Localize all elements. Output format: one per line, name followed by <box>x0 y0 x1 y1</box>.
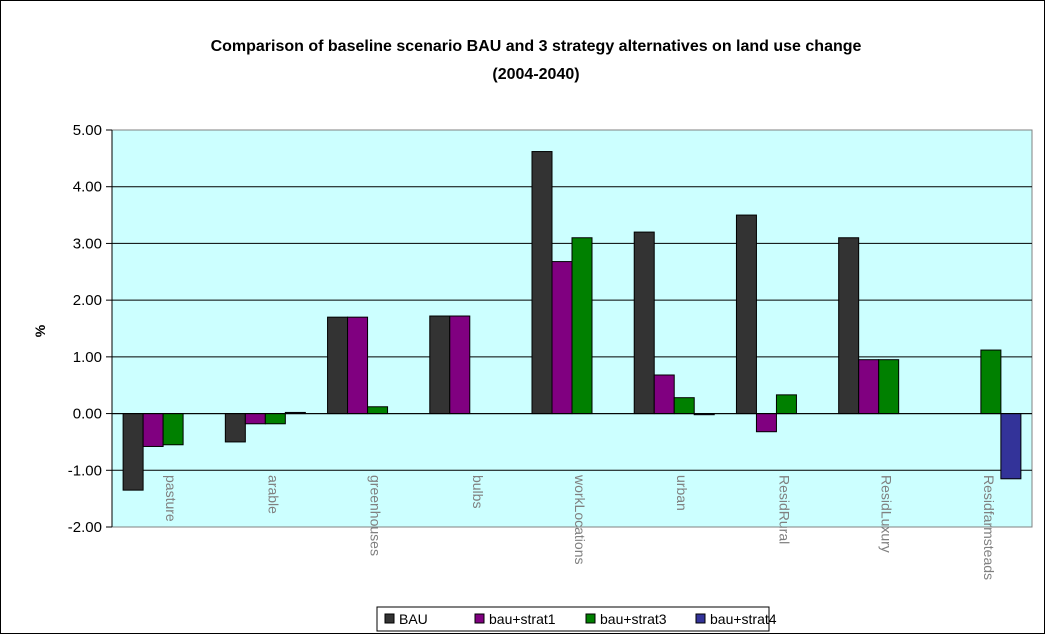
category-label-2: greenhouses <box>368 475 384 556</box>
bar-Residfarmsteads-bau+strat3 <box>980 349 1002 415</box>
bar-greenhouses-bau+strat3 <box>367 406 389 415</box>
category-label-0: pasture <box>163 475 179 522</box>
legend-swatch-BAU <box>384 613 395 624</box>
bar-workLocations-BAU <box>531 151 553 415</box>
bar-ResidRural-bau+strat1 <box>755 413 777 433</box>
category-label-5: urban <box>674 475 690 511</box>
y-axis: 5.00 4.00 3.00 2.00 1.00 0.00 -1.00 -2.00 <box>68 122 113 536</box>
chart-title-line-1: Comparison of baseline scenario BAU and … <box>211 38 862 55</box>
bar-ResidLuxury-BAU <box>838 237 860 415</box>
category-label-1: arable <box>265 475 281 514</box>
legend-swatch-bau+strat1 <box>474 613 485 624</box>
bar-arable-BAU <box>224 413 246 443</box>
category-label-7: ResidLuxury <box>879 475 895 553</box>
chart-title-line-2: (2004-2040) <box>492 66 579 83</box>
category-labels: pasture arable greenhouses bulbs workLocatio… <box>163 474 997 580</box>
bar-workLocations-bau+strat3 <box>571 237 593 415</box>
y-tick-label-0: 5.00 <box>73 122 102 139</box>
bar-ResidLuxury-bau+strat1 <box>858 359 880 415</box>
legend-label-BAU: BAU <box>399 611 428 627</box>
y-tick-label-5: 0.00 <box>73 406 102 423</box>
bar-Residfarmsteads-bau+strat4 <box>1000 413 1022 480</box>
bar-ResidRural-BAU <box>735 214 757 415</box>
bar-arable-bau+strat1 <box>244 413 266 425</box>
y-tick-label-7: -2.00 <box>68 519 102 536</box>
bar-urban-bau+strat3 <box>673 397 695 415</box>
y-tick-label-1: 4.00 <box>73 179 102 196</box>
bar-ResidLuxury-bau+strat3 <box>878 359 900 415</box>
legend-label-bau+strat1: bau+strat1 <box>489 611 556 627</box>
legend-label-bau+strat4: bau+strat4 <box>710 611 777 627</box>
y-axis-label: % <box>32 324 48 337</box>
legend-swatch-bau+strat4 <box>695 613 706 624</box>
bar-greenhouses-bau+strat1 <box>347 316 369 415</box>
legend: BAU bau+strat1 bau+strat3 bau+strat4 <box>376 606 777 632</box>
category-label-4: workLocations <box>572 474 588 565</box>
bar-pasture-bau+strat1 <box>142 413 164 447</box>
bar-urban-BAU <box>633 231 655 415</box>
bar-greenhouses-BAU <box>327 316 349 415</box>
category-label-3: bulbs <box>470 475 486 508</box>
bar-pasture-bau+strat3 <box>162 413 184 446</box>
legend-label-bau+strat3: bau+strat3 <box>600 611 667 627</box>
bars <box>112 151 1032 491</box>
bar-urban-bau+strat1 <box>653 374 675 415</box>
y-tick-label-4: 1.00 <box>73 349 102 366</box>
legend-swatch-bau+strat3 <box>585 613 596 624</box>
bar-workLocations-bau+strat1 <box>551 261 573 415</box>
bar-pasture-BAU <box>122 413 144 491</box>
category-label-6: ResidRural <box>776 475 792 544</box>
y-tick-label-6: -1.00 <box>68 462 102 479</box>
bar-bulbs-bau+strat1 <box>449 315 471 415</box>
category-label-8: Residfarmsteads <box>981 475 997 580</box>
bar-arable-bau+strat3 <box>264 413 286 425</box>
y-tick-label-3: 2.00 <box>73 292 102 309</box>
bar-ResidRural-bau+strat3 <box>775 394 797 415</box>
y-tick-label-2: 3.00 <box>73 235 102 252</box>
bar-bulbs-BAU <box>429 315 451 415</box>
